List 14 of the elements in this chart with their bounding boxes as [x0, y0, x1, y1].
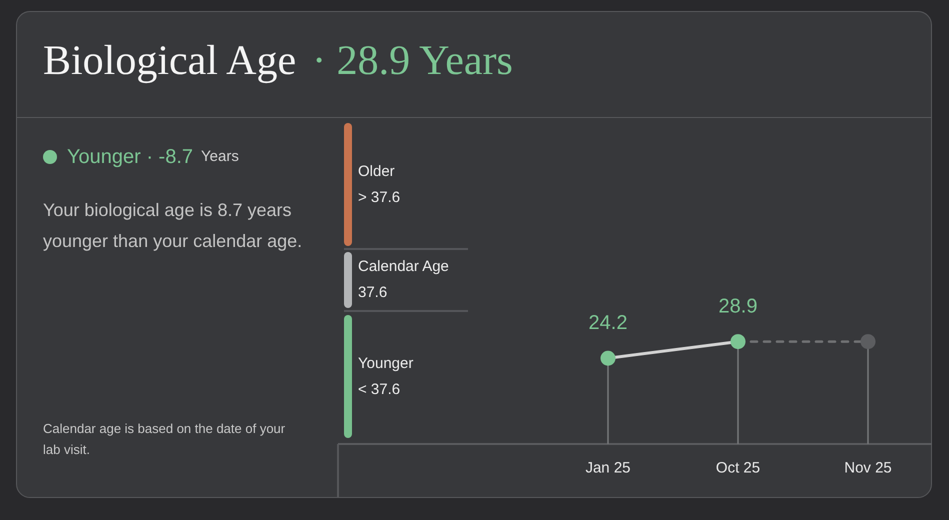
- text: Younger < 37.6: [358, 354, 414, 400]
- x-tick-label: Oct 25: [716, 460, 760, 477]
- data-label: 24.2: [588, 312, 628, 334]
- x-tick-label: Jan 25: [585, 460, 631, 477]
- data-label: 28.9: [718, 296, 758, 318]
- text: Calendar Age 37.6: [358, 257, 449, 303]
- text: Older > 37.6: [358, 162, 400, 208]
- text: Your biological age is 8.7 years younger than your calendar age.: [43, 199, 304, 253]
- text: Younger · -8.7: [67, 145, 194, 169]
- chart-subtitle: · 28.9 Years: [312, 38, 513, 84]
- text: Years: [201, 147, 239, 167]
- text: Calendar age is based on the date of your lab visit.: [43, 420, 286, 459]
- text: Biological Age: [43, 38, 296, 84]
- x-tick-label: Nov 25: [844, 460, 892, 477]
